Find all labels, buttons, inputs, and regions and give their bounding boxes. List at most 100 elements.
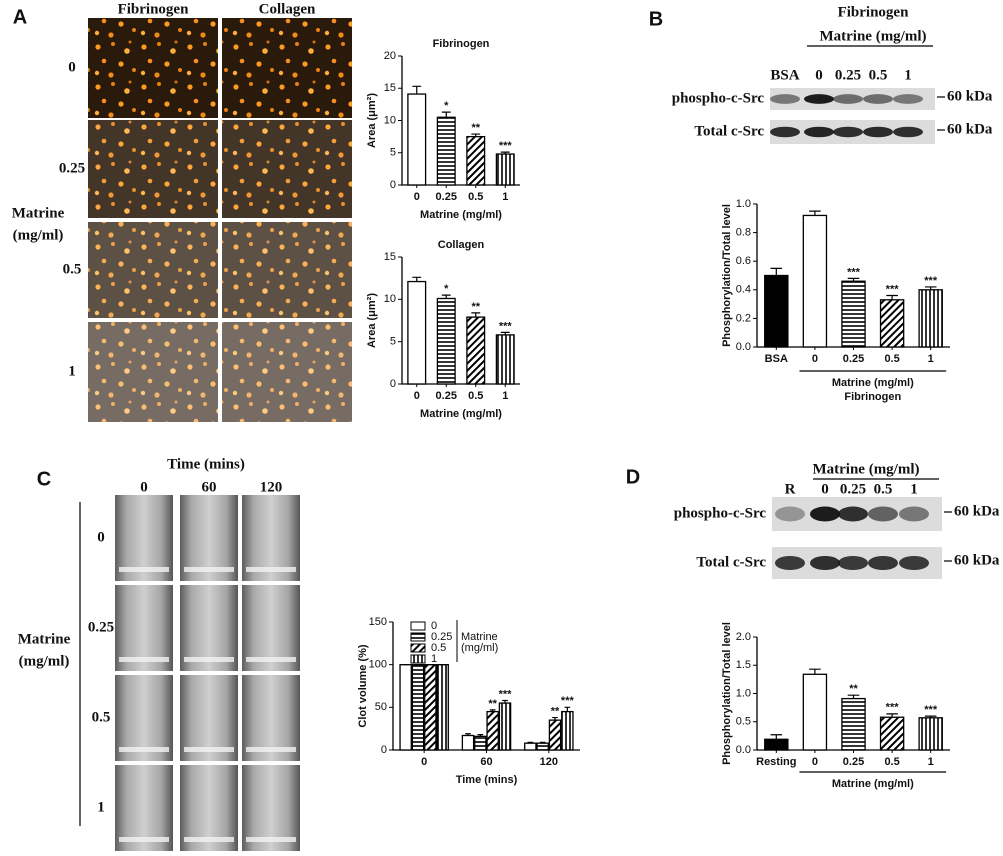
chart-title: Fibrinogen [433, 38, 490, 50]
significance: *** [886, 702, 900, 714]
error-bar [412, 85, 422, 95]
vial-photo [115, 495, 173, 581]
lane-label: 0.5 [869, 67, 888, 83]
y-tick-label: 0 [390, 378, 396, 390]
x-tick-label: 0.25 [843, 353, 864, 365]
bar [841, 697, 866, 751]
blot-band [863, 126, 893, 138]
vial-meniscus [184, 747, 234, 752]
blot-band [863, 94, 893, 104]
vial-photo [180, 585, 238, 671]
row-title: Matrine [18, 631, 71, 647]
legend-title: (mg/ml) [461, 642, 498, 654]
x-tick-label: 0.25 [843, 756, 864, 768]
blot-band [804, 126, 834, 138]
vial-photo [242, 585, 300, 671]
row-label: 0.5 [92, 709, 111, 725]
bar [486, 710, 499, 751]
x-tick-label: 0.5 [884, 756, 899, 768]
x-axis-label: Fibrinogen [844, 391, 901, 403]
lane-label: 0 [815, 67, 823, 83]
blot-band [868, 555, 898, 571]
lane-label: 1 [904, 67, 912, 83]
x-tick-label: 0.5 [884, 353, 899, 365]
significance: *** [499, 320, 513, 332]
blot-title: Fibrinogen [838, 4, 909, 20]
legend-label: 1 [431, 653, 437, 665]
bar [561, 710, 574, 751]
bar [536, 742, 549, 751]
row-label: 1 [97, 799, 105, 815]
significance: ** [551, 705, 560, 717]
significance: *** [499, 688, 513, 700]
error-bar [924, 715, 937, 718]
chart-title: Collagen [438, 239, 485, 251]
error-bar [471, 133, 481, 137]
y-tick-label: 0 [381, 744, 387, 756]
blot-band [810, 506, 840, 522]
x-axis-label: Matrine (mg/ml) [832, 377, 914, 389]
bar [495, 334, 515, 385]
x-axis-label: Matrine (mg/ml) [832, 778, 914, 790]
vial-meniscus [246, 747, 296, 752]
y-tick-label: 15 [384, 251, 396, 263]
row-label: 0.5 [63, 261, 82, 277]
bar [495, 153, 515, 186]
vial-meniscus [119, 657, 169, 662]
y-tick-label: 1.5 [736, 659, 751, 671]
error-bar [539, 741, 546, 744]
blot-band [770, 94, 800, 104]
legend-label: 0.5 [431, 642, 446, 654]
blot-band [893, 94, 923, 104]
x-tick-label: BSA [765, 353, 788, 365]
error-bar [527, 741, 534, 744]
x-tick-label: 1 [502, 390, 508, 402]
significance: * [444, 100, 449, 112]
column-label: 120 [260, 479, 283, 495]
micrograph [222, 120, 352, 218]
vial-photo [180, 495, 238, 581]
row-title: Matrine [12, 205, 65, 221]
bar [436, 297, 456, 385]
error-bar [471, 312, 481, 318]
marker-label: 60 kDa [947, 88, 993, 104]
significance: *** [847, 266, 861, 278]
row-title: (mg/ml) [13, 227, 64, 243]
y-tick-label: 0.0 [736, 341, 751, 353]
lane-label: 1 [910, 481, 918, 497]
x-axis-label: Matrine (mg/ml) [420, 209, 502, 221]
x-axis-label: Time (mins) [456, 774, 518, 786]
marker-label: 60 kDa [954, 552, 1000, 568]
x-tick-label: 0 [421, 756, 427, 768]
bar [466, 135, 486, 186]
error-bar [809, 210, 821, 216]
images-title: Time (mins) [167, 456, 245, 472]
bar [399, 664, 412, 751]
bar [498, 702, 512, 751]
row-label: 1 [68, 363, 76, 379]
vial-meniscus [184, 657, 234, 662]
y-tick-label: 0.4 [736, 284, 751, 296]
row-label: 0.25 [88, 619, 114, 635]
error-bar [847, 277, 860, 282]
row-label: Total c-Src [694, 123, 764, 139]
vial-photo [242, 675, 300, 761]
significance: ** [488, 698, 497, 710]
vial-meniscus [119, 567, 169, 572]
bar [411, 664, 425, 751]
y-tick-label: 0.8 [736, 227, 751, 239]
vial-meniscus [246, 657, 296, 662]
error-bar [552, 716, 558, 721]
bar [436, 664, 449, 751]
bar [407, 280, 427, 385]
micrograph [222, 322, 352, 422]
significance: * [444, 283, 449, 295]
error-bar [500, 151, 510, 155]
y-tick-label: 50 [375, 701, 387, 713]
row-label: phospho-c-Src [672, 90, 765, 106]
vial-meniscus [246, 567, 296, 572]
error-bar [489, 709, 496, 712]
lane-label: 0.5 [874, 481, 893, 497]
vial-meniscus [246, 837, 296, 842]
blot-subtitle: Matrine (mg/ml) [812, 461, 919, 477]
